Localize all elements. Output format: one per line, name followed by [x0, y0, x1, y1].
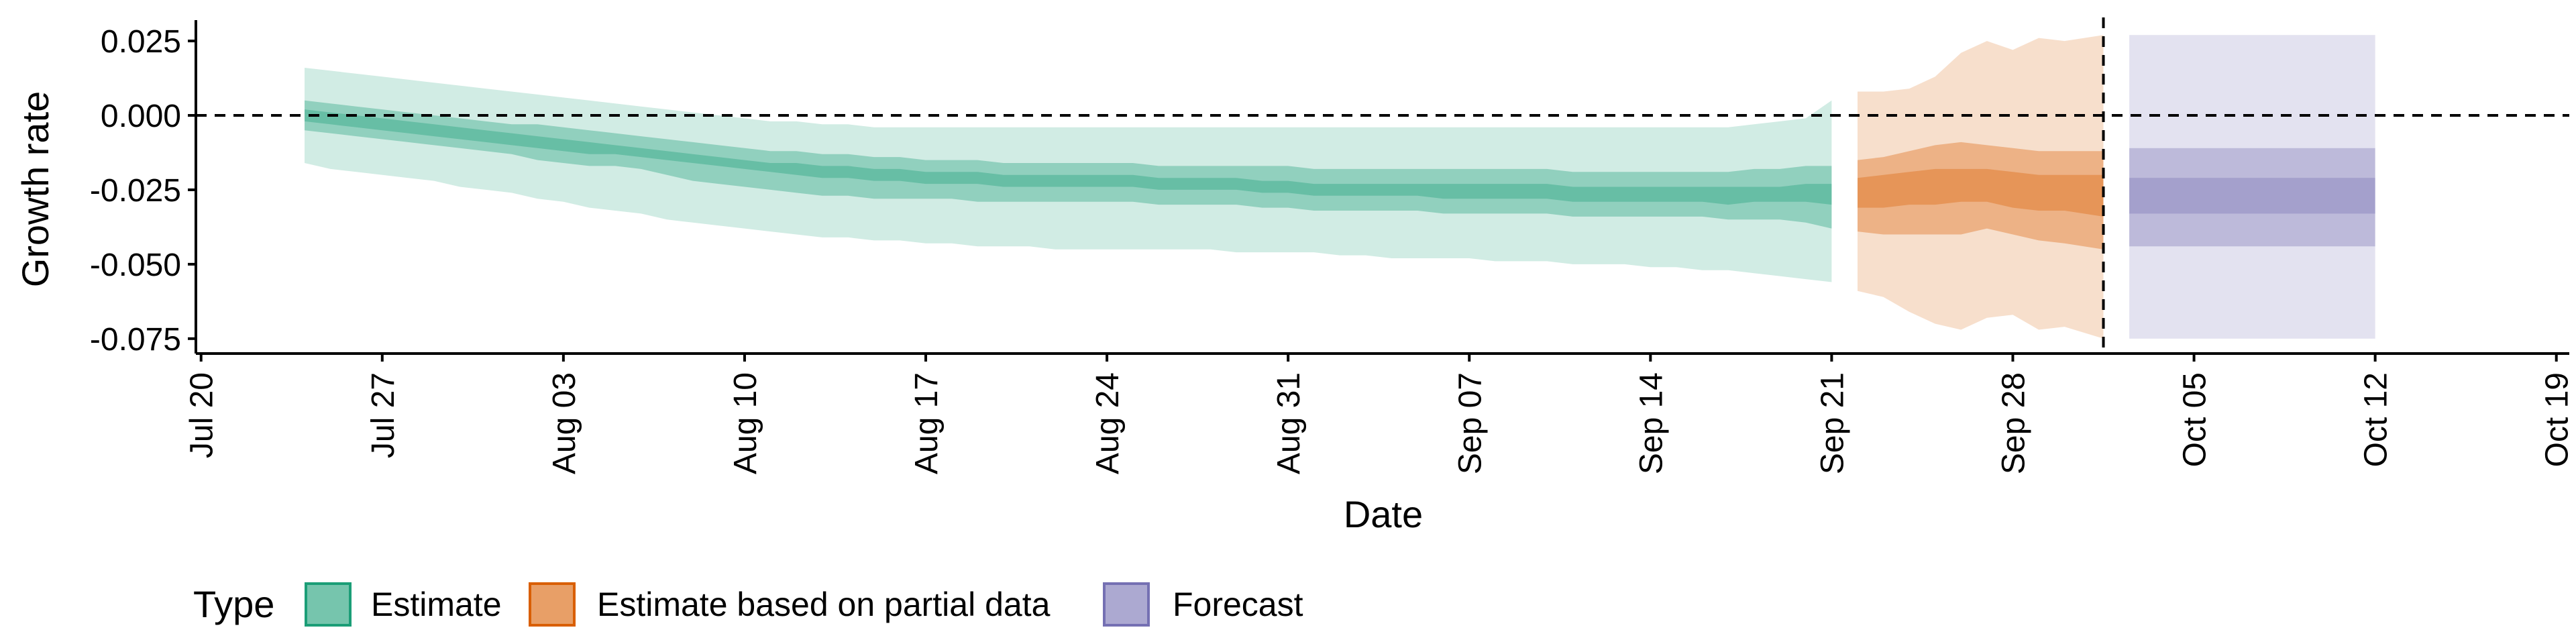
- x-tick-label: Sep 07: [1452, 372, 1488, 474]
- estimate-band-50: [305, 100, 1832, 229]
- x-tick-label: Sep 14: [1633, 372, 1669, 474]
- estimate-band-20: [305, 109, 1832, 205]
- forecast-band-90: [2129, 35, 2375, 339]
- y-tick-label: -0.050: [90, 248, 181, 283]
- x-tick-label: Jul 20: [184, 372, 220, 458]
- x-tick-label: Aug 31: [1271, 372, 1307, 474]
- x-tick-label: Aug 24: [1090, 372, 1126, 474]
- x-tick-label: Sep 28: [1996, 372, 2031, 474]
- legend-key-estimate: [305, 582, 352, 627]
- forecast-band-50: [2129, 148, 2375, 247]
- x-tick-label: Aug 03: [547, 372, 582, 474]
- legend-key-forecast: [1103, 582, 1150, 627]
- legend-label-estimate: Estimate: [371, 586, 502, 623]
- x-axis-ticks: Jul 20 Jul 27 Aug 03 Aug 10 Aug 17 Aug 24 Aug …: [184, 354, 2575, 474]
- axes: [195, 20, 2569, 355]
- partial-band-50: [1858, 142, 2104, 250]
- legend-key-partial: [529, 582, 576, 627]
- legend: Type Estimate Estimate based on partial …: [193, 582, 1303, 627]
- partial-band-20: [1858, 168, 2104, 217]
- y-tick-label: 0.025: [101, 24, 181, 60]
- legend-label-forecast: Forecast: [1173, 586, 1303, 623]
- y-axis-ticks: 0.025 0.000 -0.025 -0.050 -0.075: [90, 24, 196, 358]
- x-tick-label: Oct 19: [2540, 372, 2575, 467]
- plot-area: [196, 17, 2569, 354]
- x-tick-label: Aug 10: [728, 372, 763, 474]
- forecast-band-20: [2129, 178, 2375, 214]
- y-tick-label: -0.025: [90, 173, 181, 209]
- legend-title: Type: [193, 583, 274, 625]
- y-tick-label: 0.000: [101, 99, 181, 134]
- y-axis-title: Growth rate: [14, 91, 56, 288]
- partial-band-90: [1858, 35, 2104, 339]
- x-tick-label: Jul 27: [366, 372, 401, 458]
- x-tick-label: Oct 12: [2359, 372, 2394, 467]
- y-tick-label: -0.075: [90, 322, 181, 358]
- x-tick-label: Aug 17: [909, 372, 945, 474]
- x-tick-label: Sep 21: [1815, 372, 1850, 474]
- x-tick-label: Oct 05: [2178, 372, 2213, 467]
- legend-label-partial: Estimate based on partial data: [597, 586, 1051, 623]
- x-axis-title: Date: [1344, 493, 1423, 535]
- estimate-band-90: [305, 68, 1832, 282]
